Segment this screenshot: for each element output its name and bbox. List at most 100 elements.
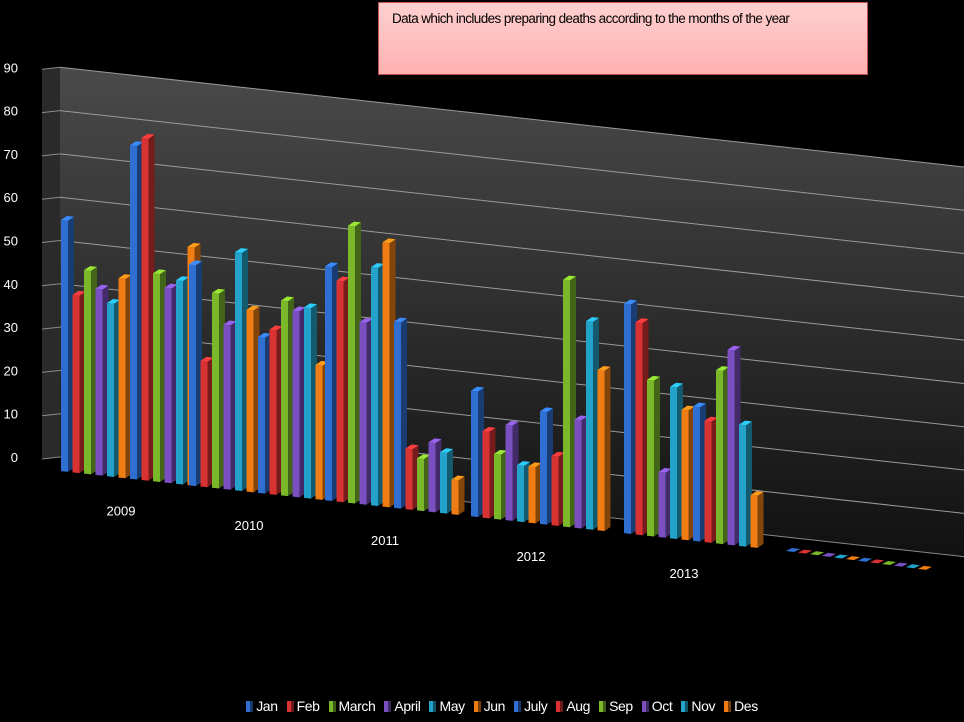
gridline-side: [41, 413, 61, 417]
bar-des-2012: [597, 370, 605, 532]
bar-jun-2009: [118, 278, 126, 479]
legend-item-des: Des: [724, 698, 758, 714]
empty-slot-marker: [834, 554, 848, 559]
bar-may-2011: [371, 267, 378, 507]
empty-slot-marker: [846, 556, 860, 561]
bar-nov-2009: [176, 280, 183, 485]
bar-july-2011: [394, 321, 401, 509]
bar-top-sep-2011: [417, 454, 430, 460]
empty-slot-marker: [918, 565, 932, 570]
side-wall: [42, 67, 60, 460]
bar-top-feb-2013: [635, 318, 649, 324]
bar-feb-2009: [72, 294, 80, 474]
bar-top-may-2013: [670, 382, 683, 388]
bar-top-may-2009: [107, 298, 120, 304]
bar-nov-2010: [304, 307, 311, 499]
bar-top-july-2013: [693, 402, 706, 408]
bar-top-april-2011: [359, 318, 373, 323]
bar-may-2012: [517, 465, 524, 523]
gridline-side: [41, 110, 61, 114]
empty-slot-marker: [798, 549, 812, 554]
legend-item-july: July: [514, 698, 548, 714]
x-tick-label: 2009: [107, 504, 136, 519]
bar-march-2011: [348, 225, 355, 504]
bar-top-jun-2009: [118, 274, 132, 280]
bar-top-april-2010: [223, 320, 237, 326]
bar-top-jan-2010: [189, 260, 202, 266]
bar-top-jan-2009: [61, 215, 74, 221]
bar-top-march-2013: [647, 375, 660, 381]
bar-sep-2013: [716, 370, 723, 545]
bar-oct-2013: [727, 349, 735, 546]
bar-top-sep-2013: [716, 366, 729, 371]
bar-aug-2009: [141, 137, 149, 481]
gridline: [59, 240, 964, 341]
bar-top-oct-2011: [428, 438, 442, 444]
y-tick-label: 70: [4, 147, 18, 162]
bar-top-aug-2012: [551, 451, 565, 457]
y-tick-label: 0: [11, 450, 18, 465]
legend-item-aug: Aug: [556, 698, 590, 714]
bar-top-jun-2012: [528, 462, 542, 468]
gridline: [59, 196, 964, 298]
bar-top-march-2011: [348, 221, 361, 227]
bar-nov-2013: [739, 424, 746, 547]
empty-slot-marker: [906, 564, 920, 569]
bar-march-2010: [212, 292, 219, 489]
bar-aug-2013: [704, 420, 712, 543]
legend-label: April: [394, 698, 421, 714]
legend-item-oct: Oct: [641, 698, 673, 714]
bar-top-des-2011: [451, 475, 465, 481]
y-tick-label: 40: [4, 277, 18, 292]
legend-item-jun: Jun: [473, 698, 506, 714]
bar-jun-2011: [382, 242, 390, 508]
bar-top-april-2013: [658, 468, 672, 473]
legend-item-april: April: [384, 698, 421, 714]
bar-sep-2011: [417, 458, 424, 512]
bar-sep-2010: [281, 300, 288, 497]
bar-july-2013: [693, 406, 700, 542]
legend-label: Jun: [483, 698, 506, 714]
bar-des-2010: [315, 364, 323, 500]
legend-label: Oct: [651, 698, 673, 714]
bar-top-july-2009: [130, 141, 143, 147]
bar-top-aug-2011: [405, 444, 419, 450]
empty-slot-marker: [858, 557, 872, 562]
bar-july-2010: [258, 336, 265, 494]
bar-top-jan-2011: [325, 262, 338, 268]
bar-top-april-2009: [95, 284, 109, 290]
legend-item-feb: Feb: [286, 698, 320, 714]
bar-jan-2012: [471, 390, 478, 518]
bar-top-nov-2012: [586, 317, 599, 322]
bar-top-may-2012: [517, 461, 530, 466]
y-tick-label: 80: [4, 104, 18, 119]
gridline-side: [41, 153, 61, 157]
bar-top-march-2010: [212, 288, 225, 294]
y-tick-label: 10: [4, 407, 18, 422]
bar-top-nov-2010: [304, 303, 317, 309]
empty-slot-marker: [894, 562, 908, 567]
legend-swatch: [724, 700, 732, 712]
bar-aug-2010: [269, 329, 277, 495]
bar-top-jun-2011: [382, 238, 396, 244]
bar-may-2009: [107, 302, 114, 477]
bar-feb-2011: [336, 280, 344, 503]
legend-swatch: [641, 700, 649, 712]
bar-aug-2011: [405, 448, 413, 510]
bar-top-march-2012: [494, 449, 507, 455]
bar-top-april-2012: [505, 420, 519, 426]
bar-top-nov-2011: [440, 448, 453, 454]
bar-top-aug-2013: [704, 416, 718, 422]
bar-top-july-2011: [394, 317, 407, 323]
bar-feb-2012: [482, 430, 490, 519]
empty-slot-marker: [822, 552, 836, 557]
legend-label: July: [524, 698, 548, 714]
bar-march-2012: [494, 453, 501, 520]
bar-side-des-2013: [757, 491, 764, 548]
y-tick-label: 90: [4, 60, 18, 75]
bar-top-nov-2013: [739, 420, 752, 426]
bar-des-2013: [750, 495, 758, 548]
bar-jun-2013: [681, 409, 689, 541]
